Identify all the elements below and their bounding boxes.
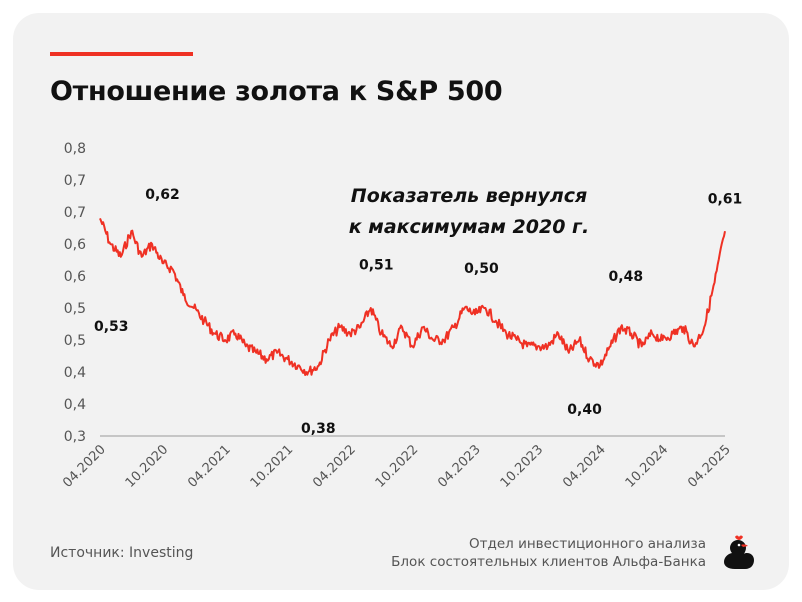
y-tick-label: 0,4 [64, 365, 86, 381]
y-tick-label: 0,8 [64, 141, 86, 157]
x-tick-label: 04.2025 [685, 442, 734, 491]
x-tick-label: 04.2024 [560, 442, 609, 491]
data-label: 0,53 [94, 319, 129, 335]
x-tick-label: 04.2021 [185, 442, 234, 491]
y-tick-label: 0,3 [64, 429, 86, 445]
x-tick-label: 10.2020 [123, 442, 172, 491]
x-tick-label: 10.2024 [623, 442, 672, 491]
data-label: 0,40 [567, 402, 602, 418]
chart-card [13, 13, 789, 590]
y-tick-label: 0,7 [64, 205, 86, 221]
org-line-1: Отдел инвестиционного анализа [469, 536, 706, 552]
data-label: 0,38 [301, 421, 336, 437]
org-line-2: Блок состоятельных клиентов Альфа-Банка [391, 554, 706, 570]
data-label: 0,51 [359, 258, 394, 274]
data-label: 0,48 [609, 269, 644, 285]
series-line [99, 218, 726, 376]
y-tick-label: 0,5 [64, 333, 86, 349]
x-tick-label: 10.2021 [248, 442, 297, 491]
annotation-line-2: к максимумам 2020 г. [349, 216, 589, 238]
x-tick-label: 04.2023 [435, 442, 484, 491]
x-tick-label: 04.2022 [310, 442, 359, 491]
y-tick-label: 0,7 [64, 173, 86, 189]
chart-title: Отношение золота к S&P 500 [50, 76, 503, 107]
accent-line [50, 52, 193, 56]
duck-icon [724, 535, 754, 569]
y-tick-label: 0,6 [64, 269, 86, 285]
x-tick-label: 10.2023 [498, 442, 547, 491]
x-tick-label: 04.2020 [60, 442, 109, 491]
data-label: 0,62 [145, 187, 180, 203]
org-credit: Отдел инвестиционного анализа Блок состо… [391, 535, 706, 571]
y-tick-label: 0,5 [64, 301, 86, 317]
annotation-line-1: Показатель вернулся [351, 185, 587, 207]
x-tick-label: 10.2022 [373, 442, 422, 491]
y-tick-label: 0,6 [64, 237, 86, 253]
data-label: 0,50 [464, 261, 499, 277]
y-tick-label: 0,4 [64, 397, 86, 413]
source-text: Источник: Investing [50, 545, 194, 561]
data-label: 0,61 [708, 192, 743, 208]
